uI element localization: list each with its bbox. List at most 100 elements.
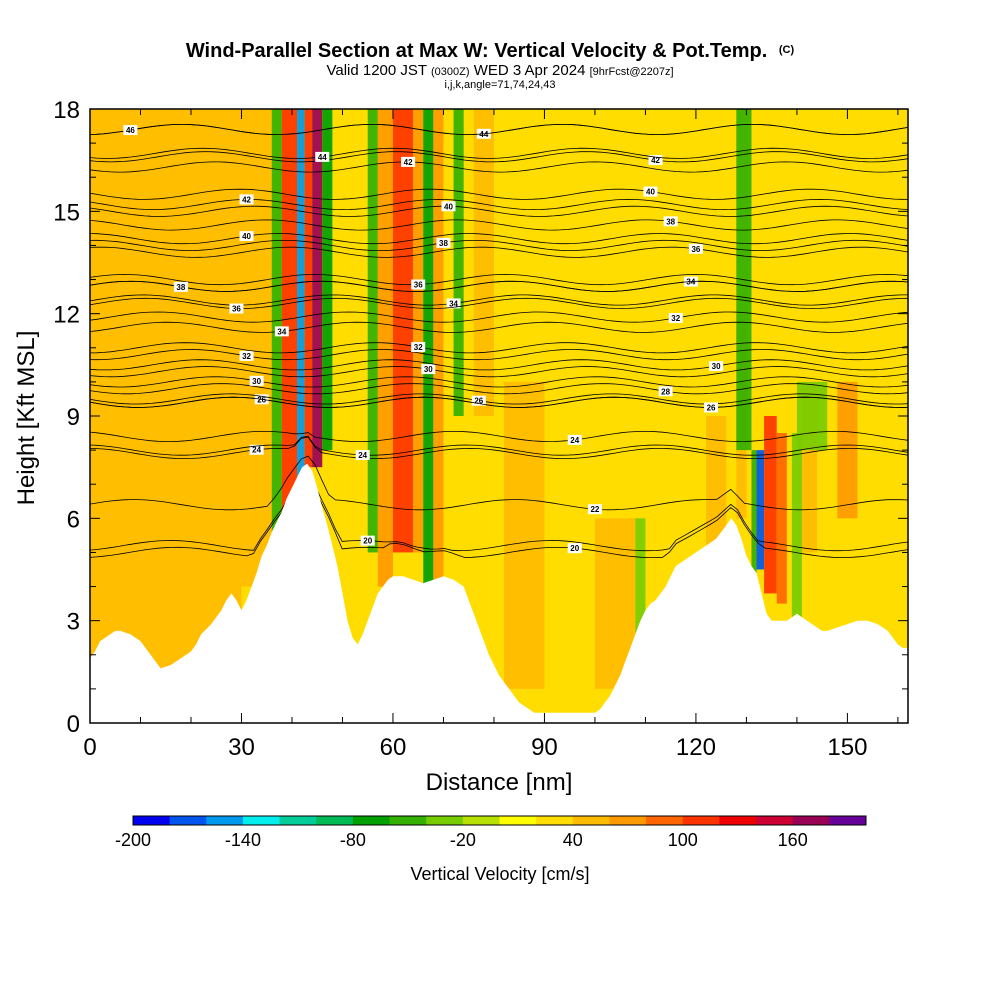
isentrope-label: 34 <box>449 299 458 308</box>
velocity-cell <box>504 381 545 689</box>
isentrope-line <box>90 161 908 173</box>
isentrope-label: 20 <box>570 544 579 553</box>
isentrope-line <box>90 294 908 306</box>
colorbar-tick-label: -20 <box>450 830 476 850</box>
colorbar-swatch <box>389 816 427 825</box>
velocity-cell <box>312 109 323 468</box>
isentrope-line <box>90 311 908 323</box>
colorbar-tick-label: 40 <box>563 830 583 850</box>
isentrope-label: 30 <box>252 377 261 386</box>
isentrope-label: 24 <box>358 451 367 460</box>
x-tick-label: 60 <box>380 734 407 761</box>
isentrope-label-bg <box>355 450 370 461</box>
isentrope-label-bg <box>436 237 451 248</box>
velocity-cell <box>281 109 298 519</box>
plot-area: 20 20 22 24 24 24 26 26 26 28 30 30 30 32 32 32 34 34 34 36… <box>90 109 908 723</box>
velocity-cell <box>392 109 414 553</box>
isentrope-line <box>90 188 908 200</box>
colorbar-swatch <box>352 816 391 825</box>
isentrope-label: 34 <box>277 327 286 336</box>
isentrope-line <box>90 436 908 459</box>
isentrope-label-bg <box>587 504 602 515</box>
isentrope-label: 44 <box>318 153 327 162</box>
x-tick-label: 30 <box>228 734 255 761</box>
isentrope-label: 42 <box>242 195 251 204</box>
isentrope-label-bg <box>658 386 673 397</box>
colorbar-tick-label: -200 <box>115 830 151 850</box>
isentrope-label: 40 <box>646 188 655 197</box>
isentrope-label: 26 <box>257 395 266 404</box>
isentrope-label-bg <box>239 194 254 205</box>
chart-title-suffix: (C) <box>779 44 795 56</box>
isentrope-line <box>90 359 908 371</box>
isentrope-label: 26 <box>474 397 483 406</box>
isentrope-label-bg <box>229 303 244 314</box>
isentrope-line <box>90 147 908 159</box>
isentrope-label-bg <box>123 125 138 136</box>
grid-info: i,j,k,angle=71,74,24,43 <box>444 79 555 91</box>
colorbar-swatch <box>133 816 171 825</box>
isentrope-label: 46 <box>126 126 135 135</box>
colorbar-tick-label: 100 <box>668 830 698 850</box>
isentrope-label-bg <box>471 395 486 406</box>
chart-title-main: Wind-Parallel Section at Max W: Vertical… <box>186 40 767 62</box>
velocity-cell <box>473 109 494 416</box>
colorbar-swatch <box>279 816 317 825</box>
isentrope-label-bg <box>567 434 582 445</box>
isentrope-label-bg <box>411 279 426 290</box>
colorbar-swatch <box>646 816 684 825</box>
y-tick-label: 3 <box>67 609 80 636</box>
y-tick-label: 0 <box>67 711 80 738</box>
isentrope-line <box>90 431 908 443</box>
colorbar-swatch <box>242 816 281 825</box>
velocity-cell <box>423 109 434 587</box>
colorbar-swatch <box>536 816 574 825</box>
y-tick-label: 12 <box>53 302 80 329</box>
isentrope-label: 32 <box>414 343 423 352</box>
colorbar-swatch <box>682 816 720 825</box>
isentrope-line <box>90 477 908 552</box>
colorbar-tick-label: -80 <box>340 830 366 850</box>
isentrope-label-bg <box>567 543 582 554</box>
x-tick-label: 0 <box>83 734 96 761</box>
isentrope-label-bg <box>315 151 330 162</box>
colorbar-swatch <box>169 816 207 825</box>
isentrope-label-bg <box>648 155 663 166</box>
colorbar-swatch <box>792 816 830 825</box>
isentrope-label-bg <box>663 216 678 227</box>
colorbar-swatch <box>462 816 500 825</box>
isentrope-label: 36 <box>414 280 423 289</box>
isentrope-line <box>90 246 908 258</box>
isentrope-label-bg <box>239 231 254 242</box>
isentrope-label-bg <box>704 402 719 413</box>
isentrope-label-bg <box>446 298 461 309</box>
isentrope-line <box>90 321 908 333</box>
isentrope-label: 24 <box>252 446 261 455</box>
isentrope-label: 34 <box>686 278 695 287</box>
isentrope-label-bg <box>360 535 375 546</box>
isentrope-line <box>90 349 908 361</box>
isentrope-line <box>90 280 908 292</box>
isentrope-label-bg <box>411 341 426 352</box>
colorbar-tick-label: -140 <box>225 830 261 850</box>
isentrope-line <box>90 124 908 136</box>
isentrope-label: 22 <box>590 505 599 514</box>
velocity-cell <box>751 450 757 587</box>
velocity-cell <box>367 109 378 553</box>
colorbar: -200 -140 -80 -20 40 100 160 <box>115 815 867 850</box>
isentrope-label: 36 <box>232 304 241 313</box>
velocity-cell <box>433 109 444 587</box>
isentrope-label: 28 <box>661 387 670 396</box>
y-tick-label: 18 <box>53 97 80 124</box>
isentrope-label: 44 <box>479 130 488 139</box>
y-axis-title: Height [Kft MSL] <box>13 331 40 506</box>
colorbar-swatch <box>316 816 354 825</box>
colorbar-swatch <box>719 816 757 825</box>
isentrope-label-bg <box>249 444 264 455</box>
isentrope-label-bg <box>249 375 264 386</box>
velocity-cell <box>776 433 787 604</box>
isentrope-line <box>90 376 908 388</box>
isentrope-label-bg <box>688 243 703 254</box>
